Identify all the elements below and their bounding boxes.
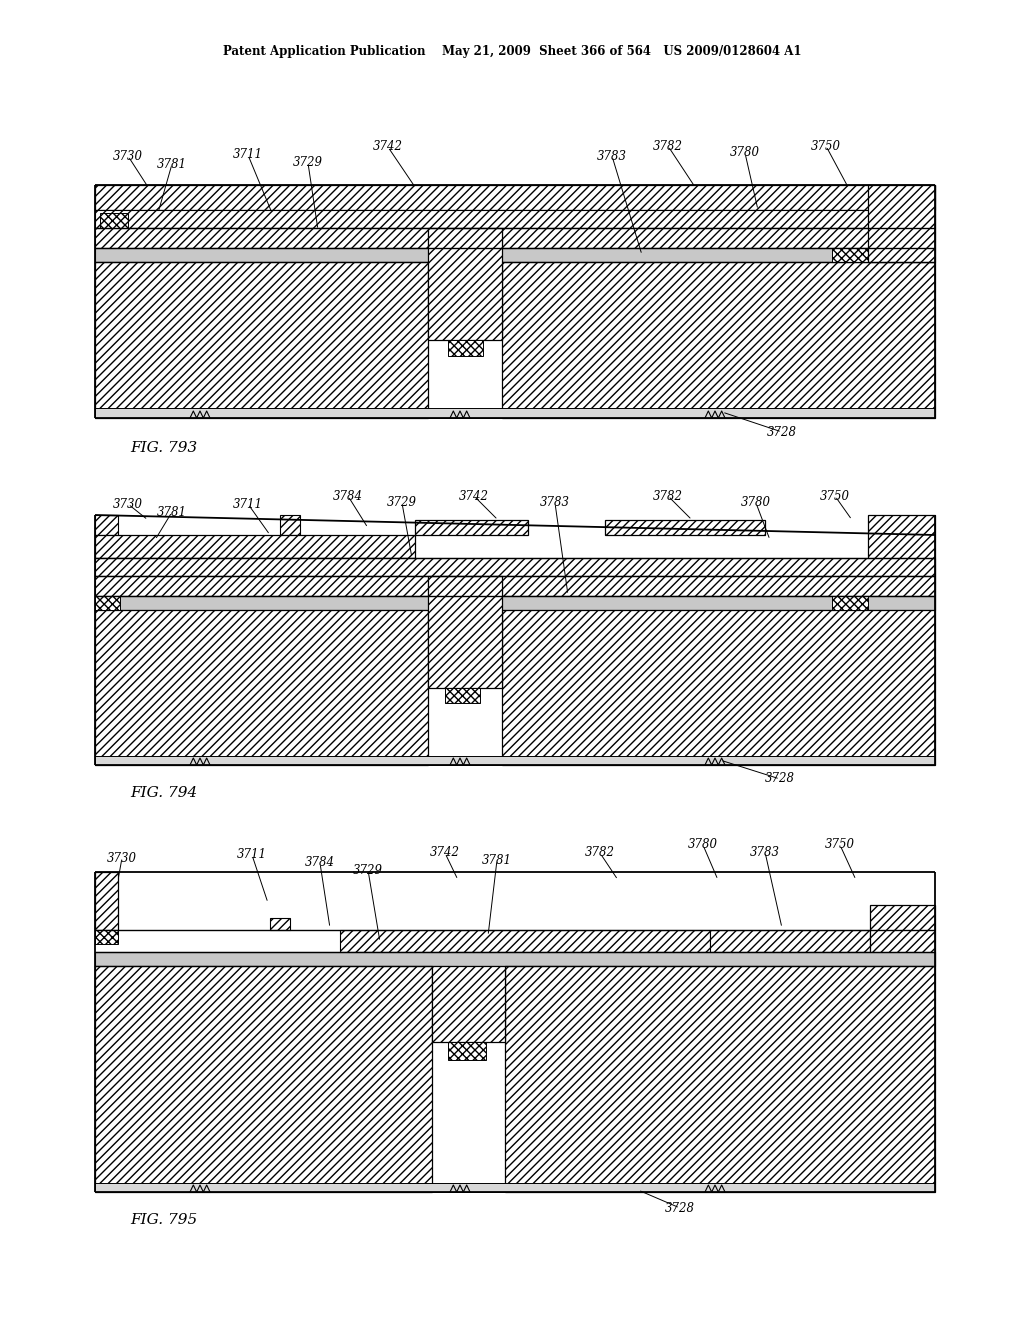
Bar — [870, 906, 935, 966]
Bar — [415, 520, 528, 535]
Text: FIG. 793: FIG. 793 — [130, 441, 198, 455]
Text: 3782: 3782 — [653, 140, 683, 153]
Text: 3784: 3784 — [305, 857, 335, 870]
Bar — [449, 1041, 486, 1060]
Bar — [95, 228, 428, 248]
Bar — [710, 931, 870, 952]
Text: 3780: 3780 — [688, 838, 718, 851]
Bar — [95, 248, 935, 261]
Bar — [95, 515, 118, 535]
Text: 3729: 3729 — [387, 496, 417, 510]
Text: 3783: 3783 — [540, 496, 570, 510]
Text: 3730: 3730 — [113, 149, 143, 162]
Bar — [95, 576, 428, 597]
Text: 3750: 3750 — [811, 140, 841, 153]
Bar — [605, 520, 765, 535]
Text: 3781: 3781 — [157, 157, 187, 170]
Text: 3730: 3730 — [113, 498, 143, 511]
Bar — [95, 756, 935, 766]
Bar — [95, 931, 118, 944]
Bar — [95, 535, 415, 558]
Bar — [831, 952, 868, 966]
Bar — [428, 576, 502, 688]
Bar — [280, 515, 300, 535]
Text: Patent Application Publication    May 21, 2009  Sheet 366 of 564   US 2009/01286: Patent Application Publication May 21, 2… — [223, 45, 801, 58]
Text: 3711: 3711 — [233, 149, 263, 161]
Bar — [95, 966, 432, 1192]
Bar — [445, 688, 480, 704]
Bar — [831, 248, 870, 261]
Text: 3729: 3729 — [353, 863, 383, 876]
Bar — [340, 931, 710, 952]
Bar — [95, 610, 428, 766]
Text: 3742: 3742 — [430, 846, 460, 859]
Text: 3750: 3750 — [825, 838, 855, 851]
Bar — [502, 610, 935, 766]
Text: 3728: 3728 — [767, 425, 797, 438]
Bar — [505, 966, 935, 1192]
Bar — [270, 917, 290, 931]
Text: 3750: 3750 — [820, 490, 850, 503]
Bar — [868, 515, 935, 610]
Bar — [95, 210, 935, 228]
Bar — [428, 228, 502, 341]
Bar — [432, 966, 505, 1041]
Bar — [95, 558, 935, 576]
Text: 3711: 3711 — [237, 849, 267, 862]
Bar — [95, 408, 935, 418]
Text: 3783: 3783 — [750, 846, 780, 858]
Bar — [502, 576, 935, 597]
Text: 3784: 3784 — [333, 490, 362, 503]
Text: 3782: 3782 — [585, 846, 615, 859]
Text: 3730: 3730 — [106, 851, 137, 865]
Text: 3711: 3711 — [233, 498, 263, 511]
Text: 3728: 3728 — [665, 1201, 695, 1214]
Bar — [95, 597, 935, 610]
Bar — [449, 341, 483, 356]
Bar — [831, 597, 868, 610]
Text: FIG. 794: FIG. 794 — [130, 785, 198, 800]
Text: 3780: 3780 — [741, 496, 771, 510]
Text: 3742: 3742 — [459, 490, 489, 503]
Text: 3742: 3742 — [373, 140, 403, 153]
Bar — [502, 261, 935, 418]
Text: 3729: 3729 — [293, 157, 323, 169]
Bar — [502, 228, 935, 248]
Bar — [95, 597, 120, 610]
Text: 3781: 3781 — [157, 506, 187, 519]
Text: 3783: 3783 — [597, 149, 627, 162]
Bar — [95, 185, 935, 210]
Bar — [95, 1183, 935, 1192]
Bar — [95, 952, 935, 966]
Bar — [95, 261, 428, 418]
Text: FIG. 795: FIG. 795 — [130, 1213, 198, 1228]
Text: 3780: 3780 — [730, 147, 760, 160]
Bar — [100, 213, 128, 228]
Text: 3782: 3782 — [653, 490, 683, 503]
Text: 3728: 3728 — [765, 772, 795, 785]
Text: 3781: 3781 — [482, 854, 512, 866]
Bar — [868, 185, 935, 261]
Bar — [95, 873, 118, 931]
